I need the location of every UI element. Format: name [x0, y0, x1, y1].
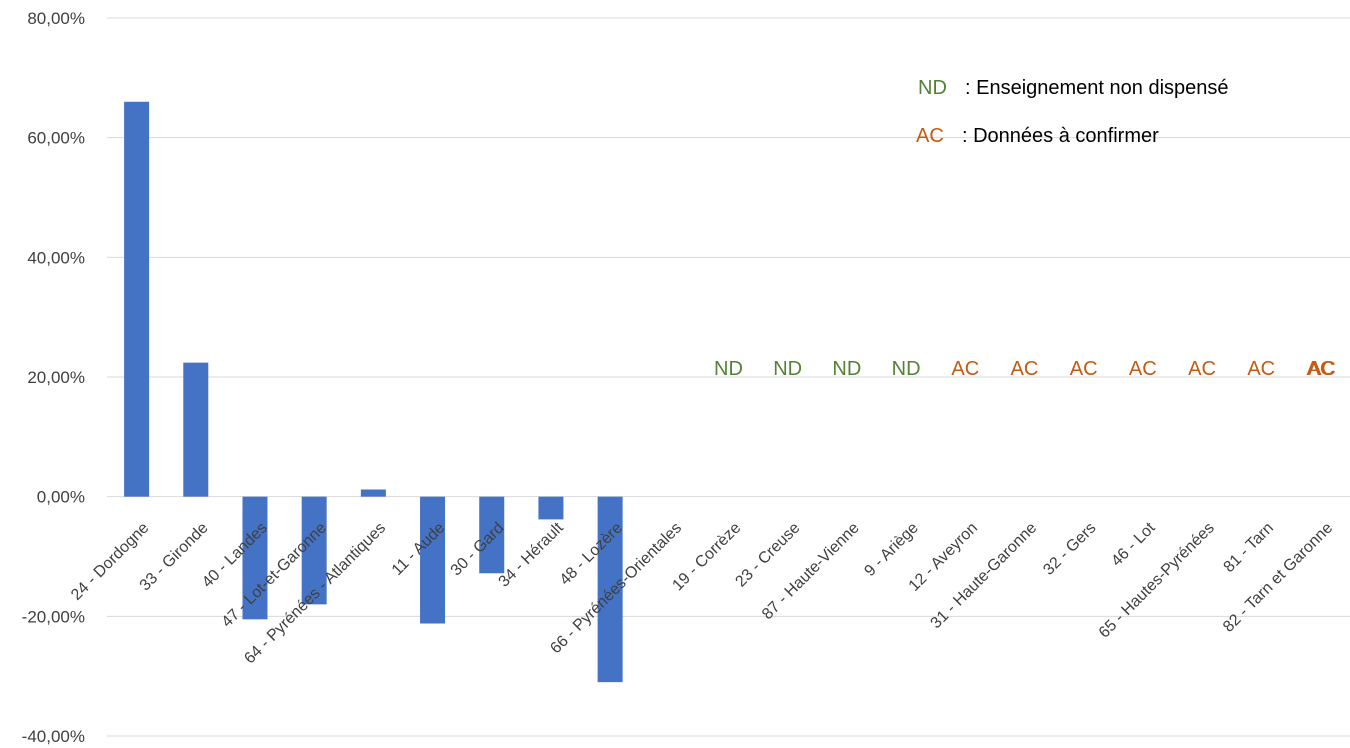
x-tick-label: 81 - Tarn [1221, 519, 1277, 575]
bar [538, 496, 564, 520]
status-label: AC [1247, 358, 1275, 380]
legend: ND : Enseignement non dispensé AC : Donn… [916, 77, 1229, 147]
x-tick-label: 9 - Ariège [861, 519, 922, 580]
x-tick-label: 65 - Hautes-Pyrénées [1096, 519, 1218, 641]
bar [597, 496, 623, 683]
bars [124, 101, 623, 683]
status-label: ND [832, 358, 861, 380]
legend-code-ac: AC [916, 125, 944, 147]
status-label: AC [1070, 358, 1098, 380]
x-tick-label: 32 - Gers [1040, 519, 1099, 578]
x-tick-label: 34 - Hérault [496, 519, 568, 591]
x-tick-label: 46 - Lot [1108, 519, 1159, 570]
y-tick-label: 60,00% [27, 129, 85, 148]
bar [183, 362, 209, 497]
x-tick-label: 31 - Haute-Garonne [928, 519, 1041, 632]
status-label: AC [1011, 358, 1039, 380]
bar [124, 101, 150, 497]
y-tick-label: 0,00% [37, 488, 85, 507]
status-label: AC [1188, 358, 1216, 380]
y-tick-label: 80,00% [27, 9, 85, 28]
x-tick-label: 82 - Tarn et Garonne [1220, 519, 1336, 635]
y-axis: 80,00% 60,00% 40,00% 20,00% 0,00% -20,00% -40,… [22, 9, 85, 746]
status-label: ND [892, 358, 921, 380]
legend-text-ac: : Données à confirmer [962, 125, 1159, 147]
y-tick-label: 20,00% [27, 368, 85, 387]
status-label: AC [1307, 358, 1335, 380]
status-label: AC [1308, 358, 1336, 380]
bar [301, 496, 327, 605]
bar [479, 496, 505, 574]
bar [420, 496, 446, 624]
y-tick-label: 40,00% [27, 248, 85, 267]
bar [360, 489, 386, 497]
status-label: ND [773, 358, 802, 380]
status-label: AC [951, 358, 979, 380]
y-tick-label: -40,00% [22, 727, 85, 746]
y-tick-label: -20,00% [22, 607, 85, 626]
status-label: ND [714, 358, 743, 380]
legend-text-nd: : Enseignement non dispensé [965, 77, 1229, 99]
legend-code-nd: ND [918, 77, 947, 99]
x-tick-label: 24 - Dordogne [68, 519, 152, 603]
bar [242, 496, 268, 620]
status-label: AC [1129, 358, 1157, 380]
